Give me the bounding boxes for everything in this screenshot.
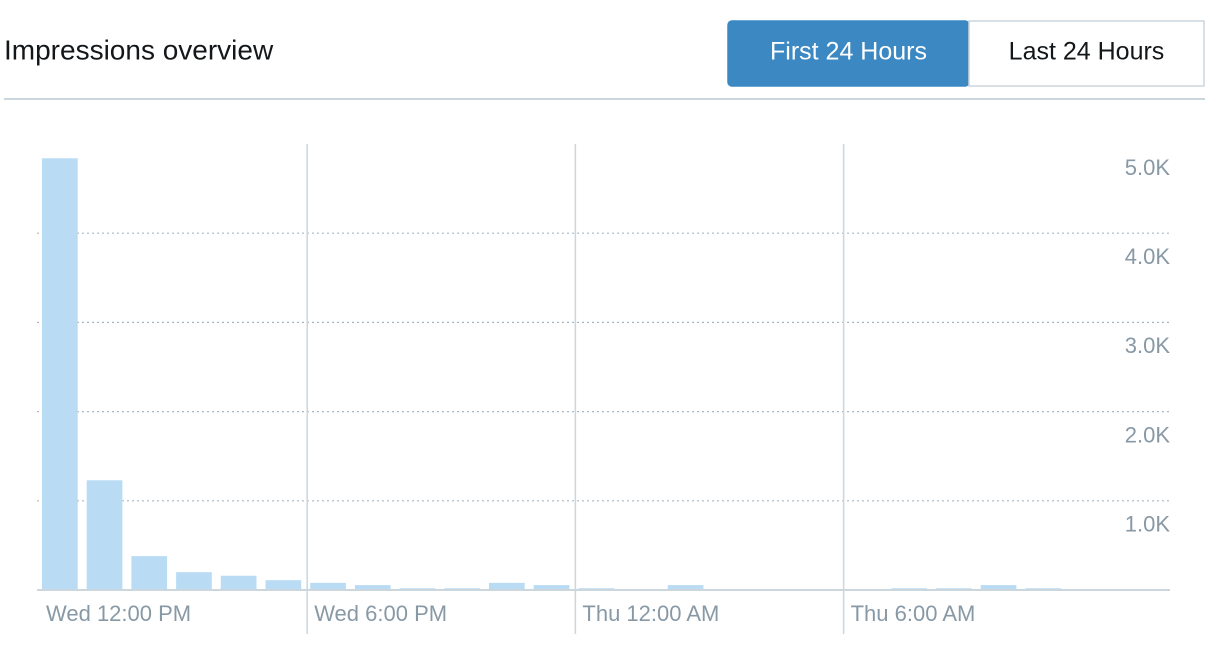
x-tick-label: Wed 6:00 PM [314,601,447,626]
chart-title: Impressions overview [4,34,274,65]
toggle-button-label[interactable]: Last 24 Hours [1009,38,1165,66]
bar [980,585,1017,590]
bar [265,580,302,590]
bar [86,480,123,590]
toggle-button-label[interactable]: First 24 Hours [770,38,927,66]
bar [310,582,346,590]
y-tick-label: 4.0K [1125,244,1171,269]
x-tick-label: Thu 6:00 AM [851,601,976,626]
bar [489,582,525,590]
bar [220,575,257,590]
toggle-button[interactable] [968,20,1205,87]
y-tick-label: 3.0K [1125,333,1171,358]
y-tick-label: 5.0K [1125,155,1171,180]
bar [131,556,168,590]
y-tick-label: 2.0K [1125,422,1171,447]
bar [176,572,212,590]
bar [354,585,391,590]
bar [667,585,704,590]
bar [42,158,78,590]
x-tick-label: Thu 12:00 AM [582,601,719,626]
y-tick-label: 1.0K [1125,512,1171,537]
bar [533,585,570,590]
x-tick-label: Wed 12:00 PM [46,601,191,626]
